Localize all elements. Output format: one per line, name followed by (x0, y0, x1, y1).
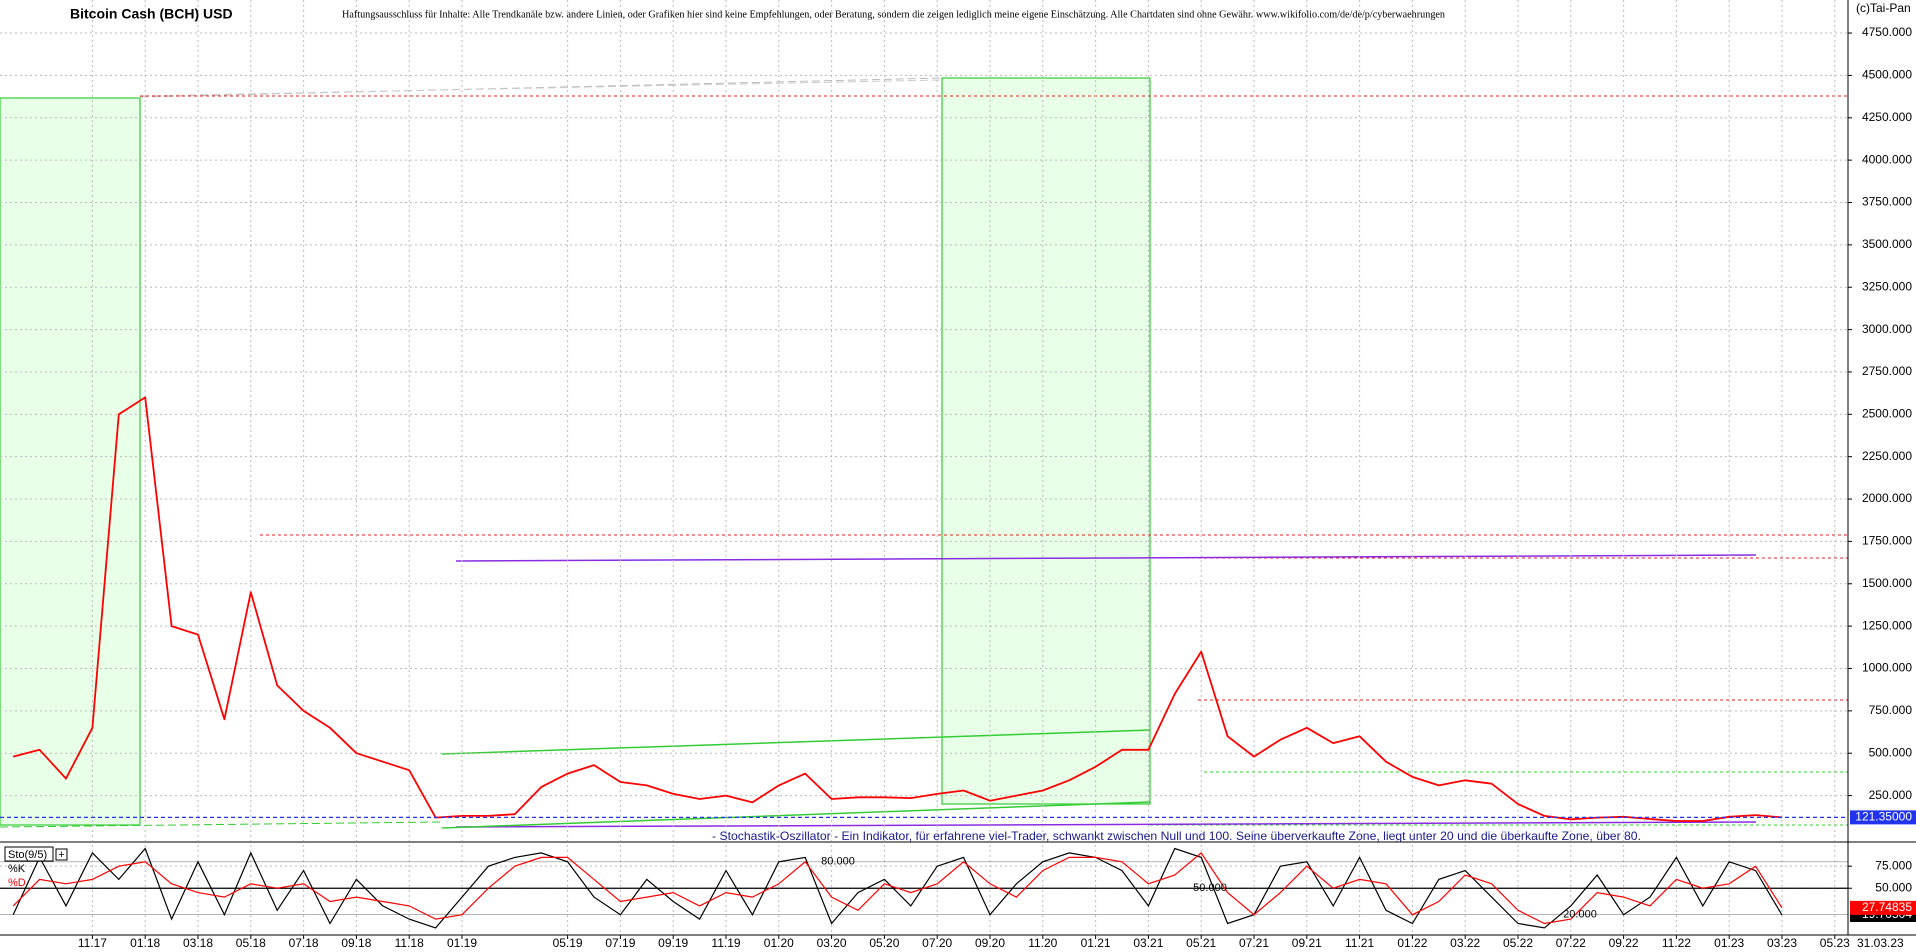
y-tick-label: 2250.000 (1862, 449, 1912, 463)
trend-line (455, 554, 1757, 562)
value-label: 27.74835 (1862, 900, 1912, 914)
date-label: 31.03.23 (1857, 936, 1904, 950)
disclaimer: Haftungsausschluss für Inhalte: Alle Tre… (342, 9, 1445, 21)
indicator-line (12, 852, 1783, 925)
x-tick-label: 05.22 (1503, 936, 1533, 950)
y-tick-label: 1750.000 (1862, 534, 1912, 548)
level-label: 50.000 (1193, 882, 1227, 894)
x-tick-label: 05.20 (869, 936, 899, 950)
y-tick-label: 4750.000 (1862, 25, 1912, 39)
price-line (12, 396, 1783, 822)
y-tick-label: 3750.000 (1862, 195, 1912, 209)
indicator-title: Sto(9/5) (8, 849, 47, 861)
y-tick-label: 2000.000 (1862, 491, 1912, 505)
value-box (1850, 900, 1916, 915)
y-tick-label: 50.000 (1875, 880, 1912, 894)
x-tick-label: 11.21 (1345, 936, 1374, 950)
y-tick-label: 250.000 (1869, 788, 1913, 802)
chart-title: Bitcoin Cash (BCH) USD (70, 6, 233, 22)
y-tick-label: 750.000 (1869, 703, 1913, 717)
y-tick-label: 2750.000 (1862, 364, 1912, 378)
zone-box (0, 97, 141, 826)
y-tick-label: 4500.000 (1862, 68, 1912, 82)
trend-line (441, 801, 1151, 829)
x-tick-label: 01.18 (130, 936, 160, 950)
x-tick-label: 09.21 (1292, 936, 1322, 950)
y-tick-label: 1000.000 (1862, 661, 1912, 675)
last-value-box (1850, 810, 1916, 825)
x-tick-label: 05.19 (553, 936, 583, 950)
x-tick-label: 05.18 (236, 936, 266, 950)
indicator-box (4, 846, 54, 862)
drawings (0, 77, 1848, 829)
x-tick-label: 09.19 (658, 936, 688, 950)
x-tick-label: 11.18 (395, 936, 424, 950)
x-tick-label: 05.21 (1186, 936, 1216, 950)
trend-line (139, 79, 943, 97)
y-tick-label: 3500.000 (1862, 237, 1912, 251)
trend-line (455, 821, 1757, 828)
x-tick-label: 07.19 (605, 936, 635, 950)
legend-label: %D (8, 877, 26, 889)
y-tick-label: 2500.000 (1862, 406, 1912, 420)
y-tick-label: 1250.000 (1862, 618, 1912, 632)
x-tick-label: 03.21 (1133, 936, 1163, 950)
x-tick-label: 11.19 (711, 936, 740, 950)
x-tick-label: 09.18 (341, 936, 371, 950)
x-tick-label: 07.22 (1556, 936, 1586, 950)
y-tick-label: 3250.000 (1862, 279, 1912, 293)
x-tick-label: 09.22 (1609, 936, 1639, 950)
level-label: 20.000 (1563, 909, 1597, 921)
x-tick-label: 05.23 (1820, 936, 1850, 950)
y-tick-label: 500.000 (1869, 745, 1913, 759)
x-tick-label: 07.21 (1239, 936, 1269, 950)
source: (c)Tai-Pan (1856, 1, 1911, 15)
x-tick-label: 01.23 (1714, 936, 1744, 950)
x-tick-label: 01.19 (447, 936, 477, 950)
y-tick-label: 4000.000 (1862, 152, 1912, 166)
x-tick-label: 07.18 (289, 936, 319, 950)
annotation: - Stochastik-Oszillator - Ein Indikator,… (712, 829, 1641, 843)
expand-button[interactable] (55, 848, 68, 861)
x-tick-label: 09.20 (975, 936, 1005, 950)
trend-line (441, 729, 1151, 755)
level-label: 80.000 (821, 856, 855, 868)
zone-box (941, 77, 1151, 805)
legend-label: %K (8, 863, 26, 875)
x-tick-label: 03.18 (183, 936, 213, 950)
trend-line (0, 821, 441, 828)
y-tick-label: 4250.000 (1862, 110, 1912, 124)
x-tick-label: 01.20 (764, 936, 794, 950)
plot-layer (0, 0, 1852, 939)
x-tick-label: 11.22 (1662, 936, 1691, 950)
indicator-line (12, 847, 1783, 929)
last-value-label: 121.35000 (1855, 810, 1912, 824)
x-tick-label: 11.20 (1028, 936, 1057, 950)
y-tick-label: 3000.000 (1862, 322, 1912, 336)
expand-icon[interactable]: + (58, 849, 64, 861)
x-tick-label: 01.21 (1081, 936, 1111, 950)
x-tick-label: 03.20 (817, 936, 847, 950)
x-tick-label: 11.17 (78, 936, 107, 950)
y-tick-label: 75.000 (1875, 858, 1912, 872)
x-tick-label: 07.20 (922, 936, 952, 950)
x-tick-label: 03.22 (1450, 936, 1480, 950)
y-tick-label: 1500.000 (1862, 576, 1912, 590)
x-tick-label: 03.23 (1767, 936, 1797, 950)
x-tick-label: 01.22 (1397, 936, 1427, 950)
